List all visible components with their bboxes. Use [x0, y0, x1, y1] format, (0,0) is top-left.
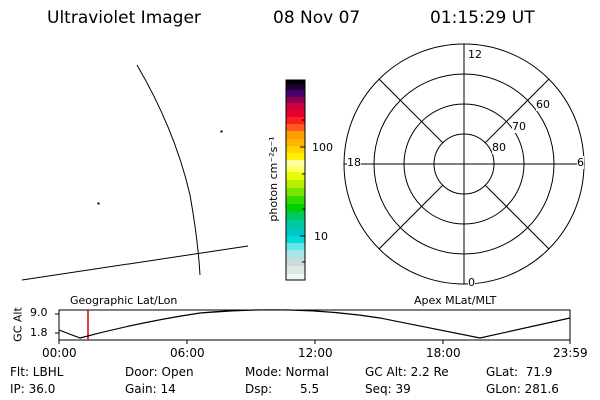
polar-diagonal	[484, 78, 550, 144]
dsp-label: Dsp:	[245, 382, 273, 396]
time-label: 01:15:29 UT	[430, 8, 535, 28]
polar-diagonal	[484, 184, 550, 250]
door-status: Door: Open	[125, 365, 194, 379]
alt-plot-xtick: 23:59	[553, 346, 588, 360]
flight-filter: Flt: LBHL	[10, 365, 64, 379]
sequence-value: Seq: 39	[365, 382, 411, 396]
geographic-panel-label: Geographic Lat/Lon	[70, 294, 178, 307]
polar-plot	[343, 43, 585, 285]
glat-value: GLat: 71.9	[486, 365, 553, 379]
map-dot	[220, 130, 223, 133]
lat-label-70: 70	[512, 120, 526, 133]
lat-label-60: 60	[536, 98, 550, 111]
alt-plot-ylabel: GC Alt	[11, 307, 25, 342]
map-dot	[97, 202, 100, 205]
alt-plot-xtick: 18:00	[426, 346, 461, 360]
gc-alt-value: GC Alt: 2.2 Re	[365, 365, 449, 379]
alt-plot-xtick: 00:00	[42, 346, 77, 360]
geographic-map	[21, 64, 249, 281]
instrument-title: Ultraviolet Imager	[47, 8, 201, 28]
polar-diagonal	[378, 184, 444, 250]
date-label: 08 Nov 07	[273, 8, 361, 28]
map-coast-line	[21, 245, 249, 281]
colorbar	[285, 79, 306, 281]
ip-value: IP: 36.0	[10, 382, 56, 396]
altitude-curve	[58, 309, 571, 339]
mlt-label-6: 6	[577, 156, 584, 169]
mlt-label-0: 0	[468, 276, 475, 289]
polar-diagonal	[378, 78, 444, 144]
mlt-label-18: 18	[347, 156, 361, 169]
gain-value: Gain: 14	[125, 382, 176, 396]
colorbar-tick-10: 10	[314, 230, 328, 243]
lat-label-80: 80	[492, 141, 506, 154]
apex-panel-label: Apex MLat/MLT	[414, 294, 497, 307]
mlt-label-12: 12	[468, 48, 482, 61]
alt-plot-xtick: 12:00	[298, 346, 333, 360]
colorbar-tick-100: 100	[312, 141, 333, 154]
alt-plot-ytick-bottom: 1.8	[30, 326, 48, 339]
mode-value: Mode: Normal	[245, 365, 329, 379]
colorbar-unit-label: photon cm⁻²s⁻¹	[267, 136, 280, 222]
alt-plot-ytick-top: 9.0	[30, 306, 48, 319]
altitude-plot	[55, 309, 571, 344]
glon-value: GLon: 281.6	[486, 382, 559, 396]
alt-plot-xtick: 06:00	[170, 346, 205, 360]
dsp-value: 5.5	[300, 382, 320, 396]
map-boundary-arc	[136, 64, 201, 276]
